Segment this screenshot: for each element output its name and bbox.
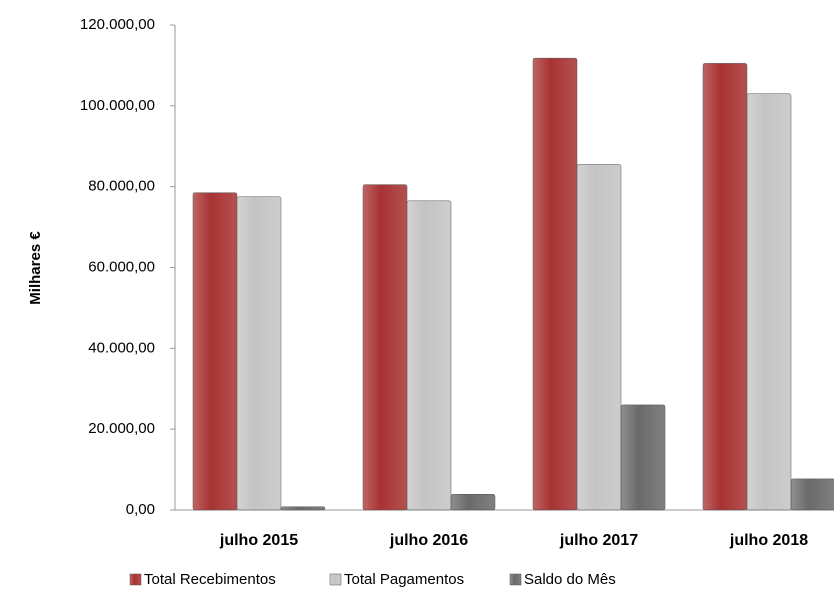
bar (790, 478, 834, 511)
y-tick-label: 80.000,00 (88, 178, 155, 195)
bar (362, 184, 408, 511)
y-tick-label: 0,00 (126, 501, 155, 518)
bar (746, 93, 792, 511)
legend-label: Total Recebimentos (144, 571, 276, 588)
bar (576, 164, 622, 511)
bar (620, 404, 666, 511)
legend-label: Total Pagamentos (344, 571, 464, 588)
y-axis-label: Milhares € (27, 231, 44, 305)
x-tick-label: julho 2016 (389, 532, 468, 549)
bar (280, 506, 326, 511)
bar (236, 196, 282, 511)
y-tick-label: 20.000,00 (88, 420, 155, 437)
legend-swatch (129, 573, 142, 586)
x-tick-label: julho 2018 (729, 532, 808, 549)
y-tick-label: 40.000,00 (88, 339, 155, 356)
legend-label: Saldo do Mês (524, 571, 616, 588)
legend-swatch (509, 573, 522, 586)
y-tick-label: 100.000,00 (80, 97, 155, 114)
bar (192, 192, 238, 511)
y-tick-label: 60.000,00 (88, 258, 155, 275)
x-tick-label: julho 2015 (219, 532, 298, 549)
x-tick-label: julho 2017 (559, 532, 638, 549)
bar (450, 493, 496, 511)
bar (532, 57, 578, 511)
bar (406, 200, 452, 511)
legend-swatch (329, 573, 342, 586)
bar (702, 63, 748, 511)
y-tick-label: 120.000,00 (80, 16, 155, 33)
